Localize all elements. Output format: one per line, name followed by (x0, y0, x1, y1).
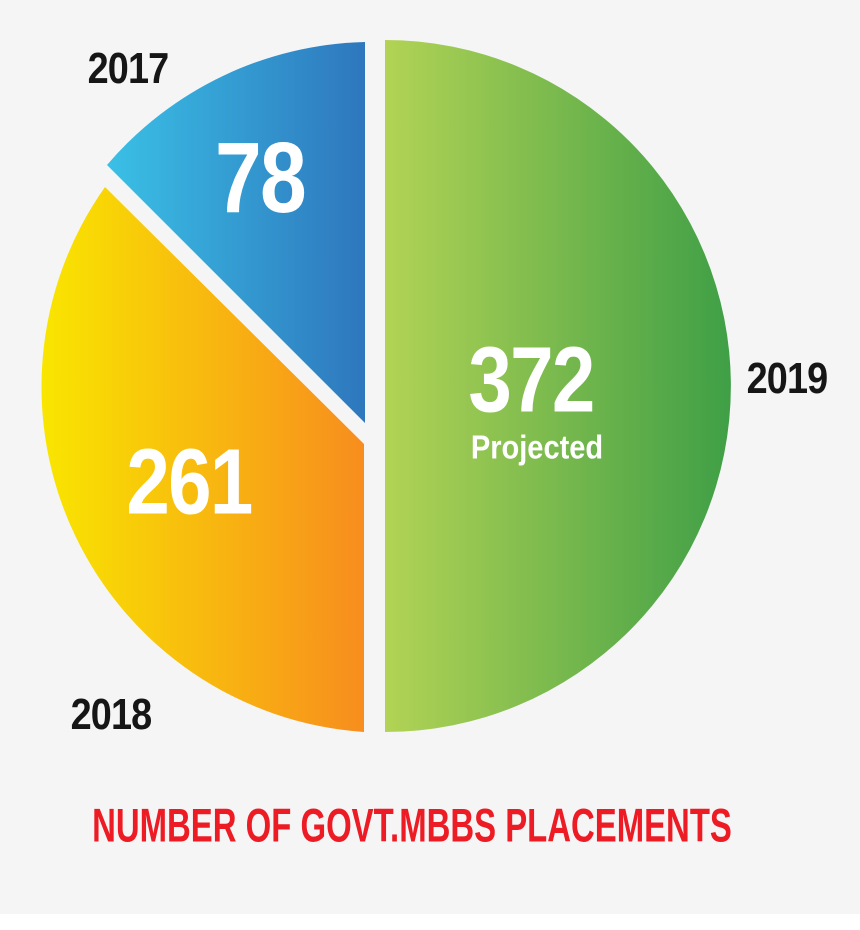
slice-label-2018: 2018 (70, 690, 153, 739)
pie-slice-2017 (107, 42, 365, 423)
slice-label-2019: 2019 (746, 354, 829, 403)
pie-slice-2019 (385, 40, 731, 732)
slice-label-2017: 2017 (87, 44, 170, 93)
bottom-white-strip (0, 914, 860, 930)
slice-value-2019: 372 (468, 327, 595, 432)
chart-title: NUMBER OF GOVT.MBBS PLACEMENTS (92, 798, 732, 852)
slice-value-2018: 261 (126, 429, 253, 534)
slice-value-2017: 78 (214, 122, 307, 234)
slice-note-2019-projected: Projected (470, 428, 604, 466)
pie-slice-2018 (41, 187, 364, 732)
